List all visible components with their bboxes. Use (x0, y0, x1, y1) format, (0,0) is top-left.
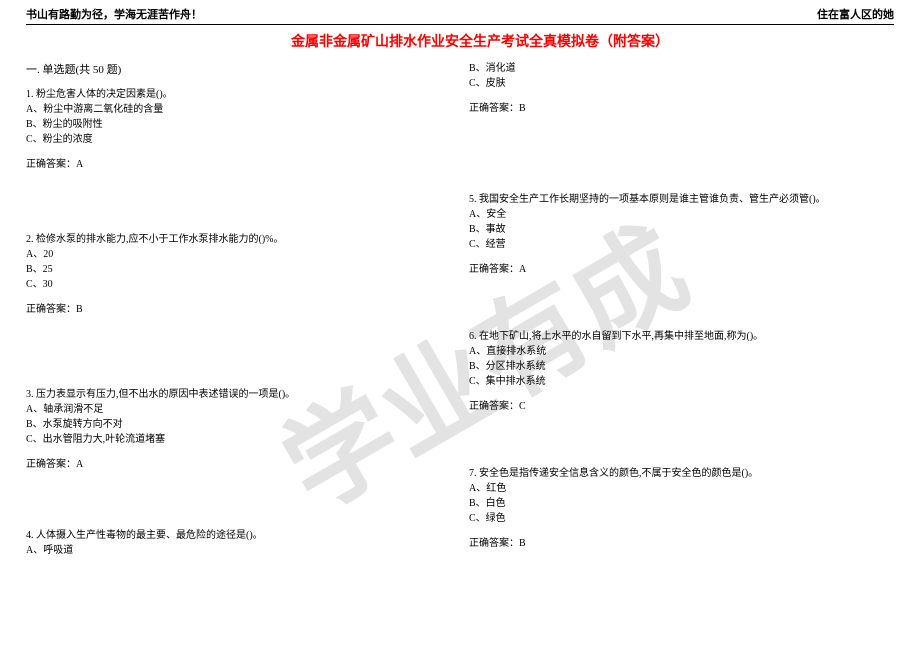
option-c: C、粉尘的浓度 (26, 132, 451, 147)
option-c: C、皮肤 (469, 76, 894, 91)
option-c: C、30 (26, 277, 451, 292)
option-a: A、粉尘中游离二氧化硅的含量 (26, 102, 451, 117)
question-text: 2. 检修水泵的排水能力,应不小于工作水泵排水能力的()%。 (26, 232, 451, 247)
option-a: A、红色 (469, 481, 894, 496)
answer: 正确答案：B (469, 536, 894, 551)
option-c: C、经营 (469, 237, 894, 252)
question-4: 4. 人体摄入生产性毒物的最主要、最危险的途径是()。 A、呼吸道 (26, 528, 451, 558)
right-column: B、消化道 C、皮肤 正确答案：B 5. 我国安全生产工作长期坚持的一项基本原则… (469, 61, 894, 558)
two-column-layout: 一. 单选题(共 50 题) 1. 粉尘危害人体的决定因素是()。 A、粉尘中游… (26, 61, 894, 558)
answer: 正确答案：A (469, 262, 894, 277)
question-text: 4. 人体摄入生产性毒物的最主要、最危险的途径是()。 (26, 528, 451, 543)
question-text: 7. 安全色是指传递安全信息含义的颜色,不属于安全色的颜色是()。 (469, 466, 894, 481)
spacer (469, 126, 894, 192)
question-5: 5. 我国安全生产工作长期坚持的一项基本原则是谁主管谁负责、管生产必须管()。 … (469, 192, 894, 277)
option-c: C、出水管阻力大,叶轮流道堵塞 (26, 432, 451, 447)
answer: 正确答案：A (26, 457, 451, 472)
option-b: B、消化道 (469, 61, 894, 76)
option-a: A、轴承润滑不足 (26, 402, 451, 417)
option-b: B、粉尘的吸附性 (26, 117, 451, 132)
question-2: 2. 检修水泵的排水能力,应不小于工作水泵排水能力的()%。 A、20 B、25… (26, 232, 451, 317)
question-6: 6. 在地下矿山,将上水平的水自留到下水平,再集中排至地面,称为()。 A、直接… (469, 329, 894, 414)
question-7: 7. 安全色是指传递安全信息含义的颜色,不属于安全色的颜色是()。 A、红色 B… (469, 466, 894, 551)
option-b: B、分区排水系统 (469, 359, 894, 374)
option-a: A、呼吸道 (26, 543, 451, 558)
option-b: B、水泵旋转方向不对 (26, 417, 451, 432)
question-3: 3. 压力表显示有压力,但不出水的原因中表述错误的一项是()。 A、轴承润滑不足… (26, 387, 451, 472)
question-text: 6. 在地下矿山,将上水平的水自留到下水平,再集中排至地面,称为()。 (469, 329, 894, 344)
page-content: 书山有路勤为径，学海无涯苦作舟！ 住在富人区的她 金属非金属矿山排水作业安全生产… (0, 0, 920, 564)
section-heading: 一. 单选题(共 50 题) (26, 61, 451, 77)
option-a: A、20 (26, 247, 451, 262)
answer: 正确答案：B (469, 101, 894, 116)
answer: 正确答案：B (26, 302, 451, 317)
question-text: 3. 压力表显示有压力,但不出水的原因中表述错误的一项是()。 (26, 387, 451, 402)
question-1: 1. 粉尘危害人体的决定因素是()。 A、粉尘中游离二氧化硅的含量 B、粉尘的吸… (26, 87, 451, 172)
option-c: C、集中排水系统 (469, 374, 894, 389)
option-b: B、白色 (469, 496, 894, 511)
option-a: A、直接排水系统 (469, 344, 894, 359)
page-header: 书山有路勤为径，学海无涯苦作舟！ 住在富人区的她 (26, 6, 894, 25)
question-text: 5. 我国安全生产工作长期坚持的一项基本原则是谁主管谁负责、管生产必须管()。 (469, 192, 894, 207)
question-4-continued: B、消化道 C、皮肤 正确答案：B (469, 61, 894, 116)
answer: 正确答案：C (469, 399, 894, 414)
option-c: C、绿色 (469, 511, 894, 526)
header-right: 住在富人区的她 (817, 6, 894, 22)
option-a: A、安全 (469, 207, 894, 222)
option-b: B、25 (26, 262, 451, 277)
header-left: 书山有路勤为径，学海无涯苦作舟！ (26, 6, 202, 22)
answer: 正确答案：A (26, 157, 451, 172)
document-title: 金属非金属矿山排水作业安全生产考试全真模拟卷（附答案） (26, 31, 894, 51)
left-column: 一. 单选题(共 50 题) 1. 粉尘危害人体的决定因素是()。 A、粉尘中游… (26, 61, 451, 558)
question-text: 1. 粉尘危害人体的决定因素是()。 (26, 87, 451, 102)
option-b: B、事故 (469, 222, 894, 237)
